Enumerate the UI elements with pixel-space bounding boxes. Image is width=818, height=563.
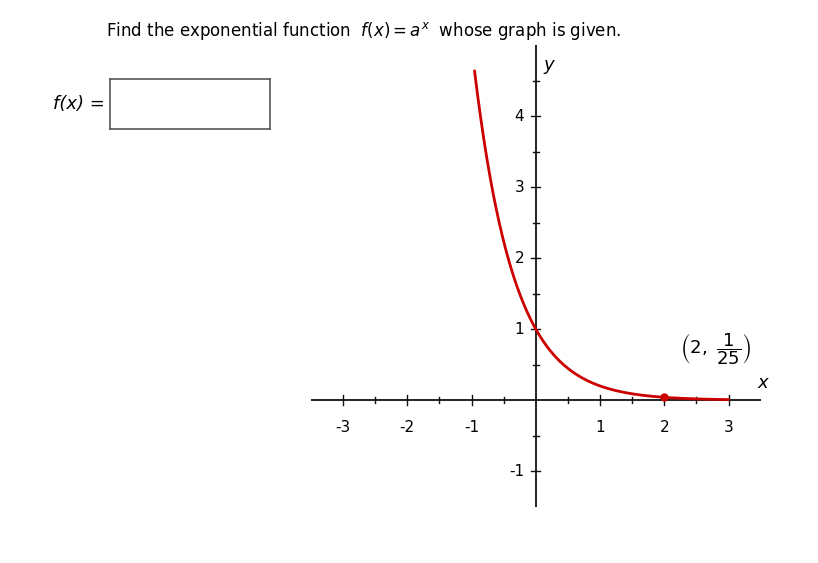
Text: x: x [757, 374, 768, 392]
Text: -3: -3 [335, 420, 351, 435]
Text: 2: 2 [515, 251, 524, 266]
Text: y: y [543, 56, 554, 74]
Text: -1: -1 [509, 464, 524, 479]
Text: 1: 1 [515, 321, 524, 337]
Text: 3: 3 [515, 180, 524, 195]
Text: $\left(2,\ \dfrac{1}{25}\right)$: $\left(2,\ \dfrac{1}{25}\right)$ [681, 332, 752, 368]
Text: Find the exponential function  $f(x) = a^x$  whose graph is given.: Find the exponential function $f(x) = a^… [106, 20, 622, 42]
Text: -1: -1 [464, 420, 479, 435]
Text: 4: 4 [515, 109, 524, 123]
Text: 3: 3 [724, 420, 734, 435]
Text: 1: 1 [596, 420, 605, 435]
Text: 2: 2 [659, 420, 669, 435]
Text: -2: -2 [400, 420, 415, 435]
Text: f(x) =: f(x) = [53, 95, 105, 113]
